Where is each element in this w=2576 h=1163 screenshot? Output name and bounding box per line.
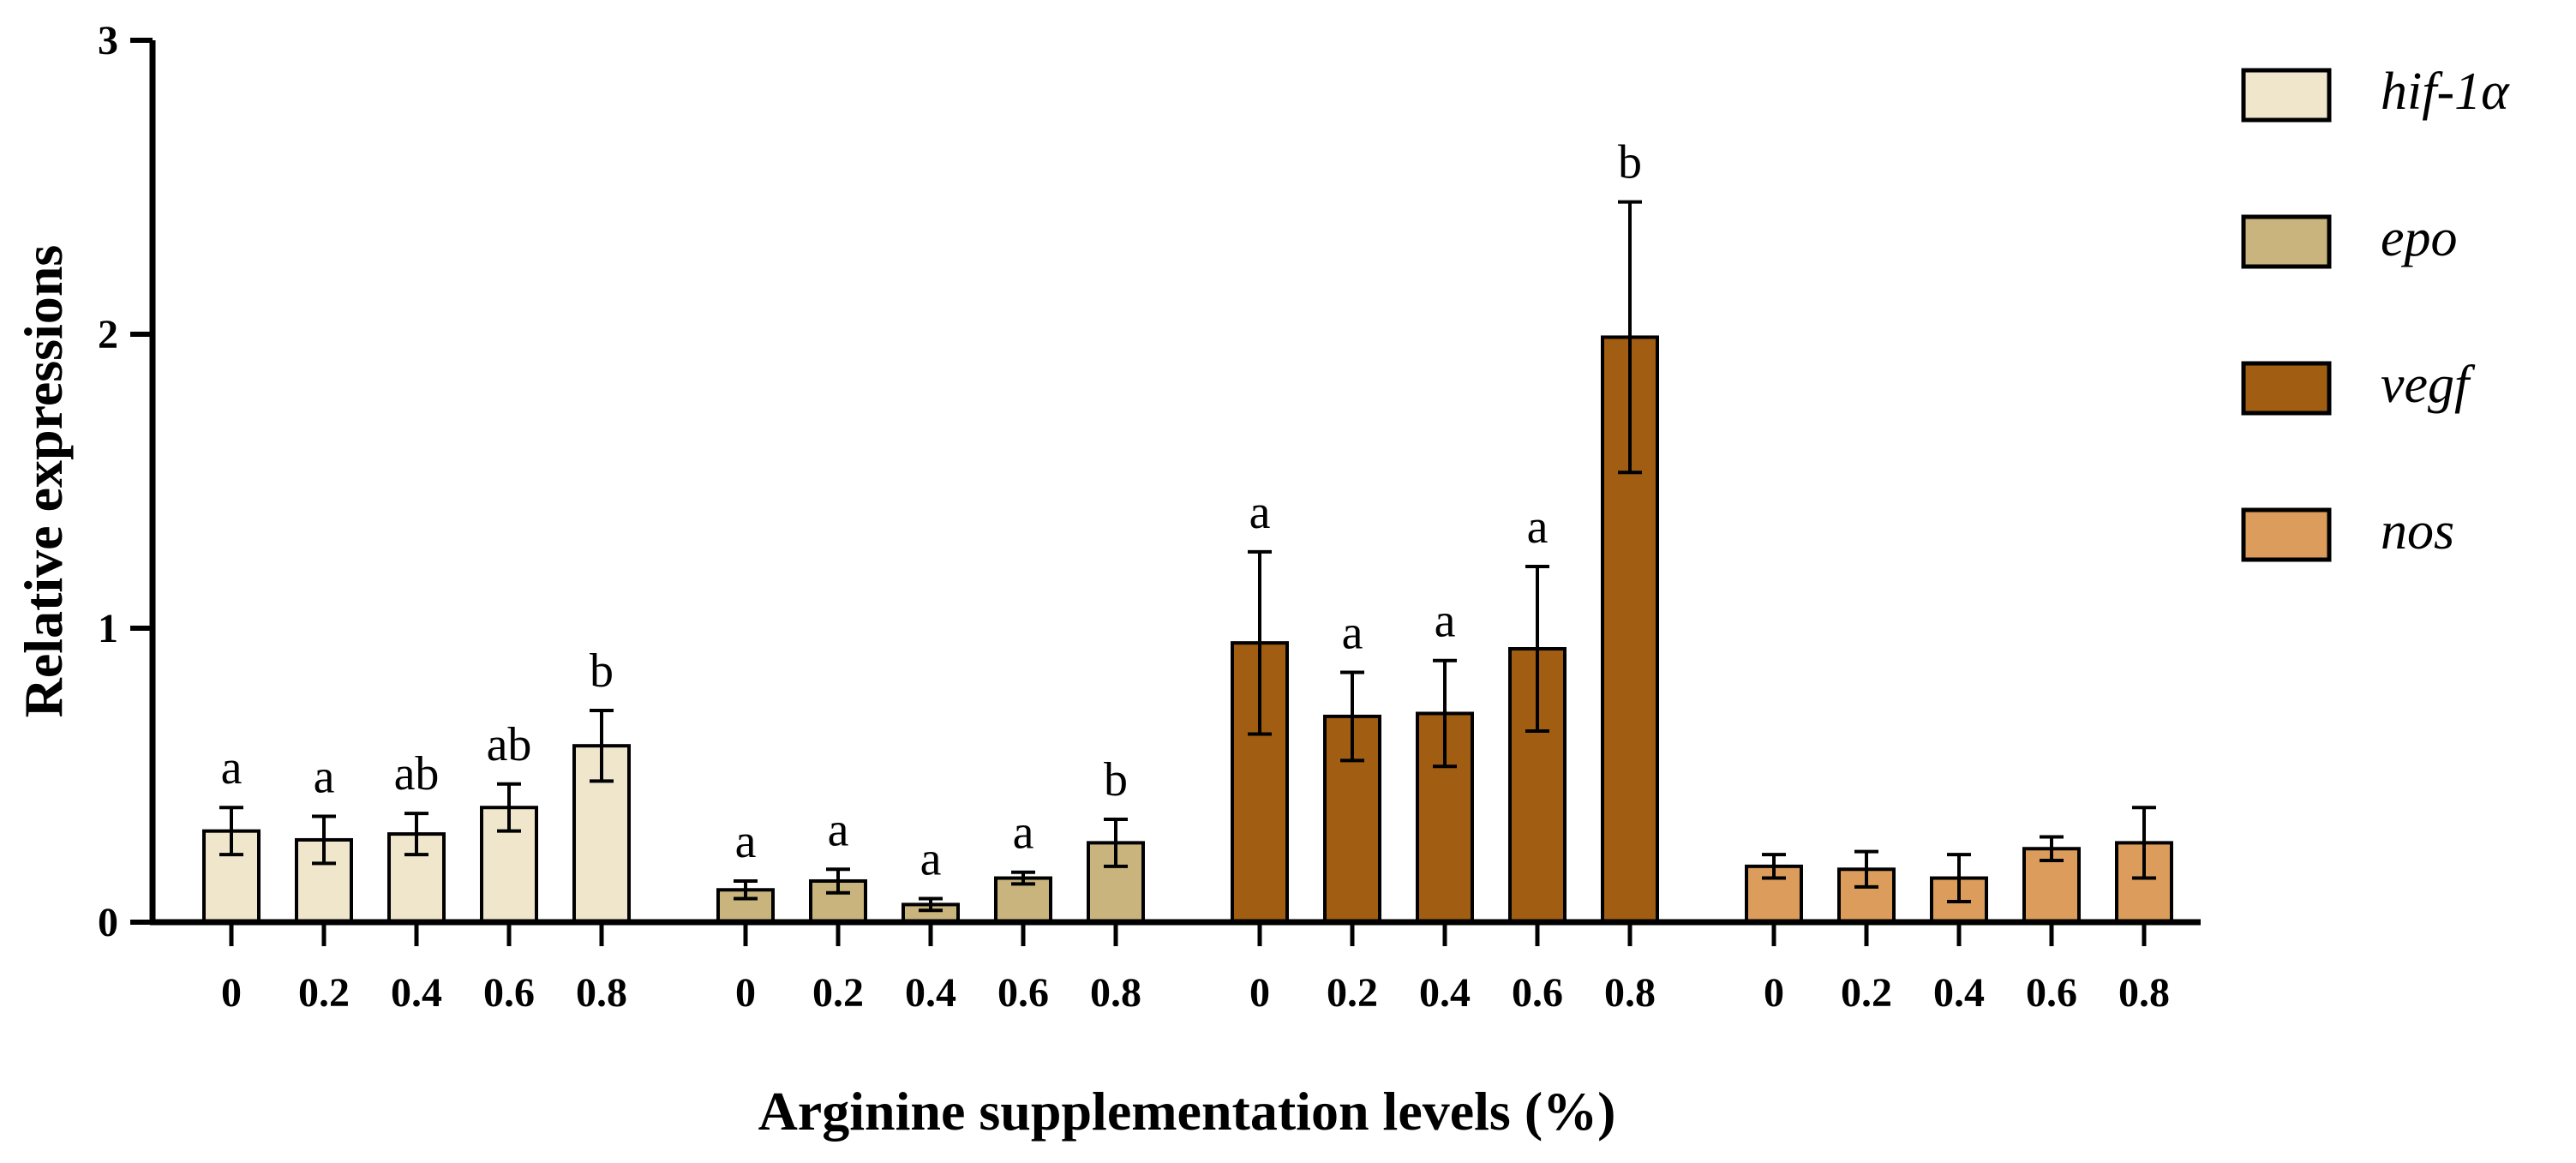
x-tick-label: 0.6 bbox=[2026, 970, 2077, 1016]
ticks-layer: 0 1 2 3 0 0.2 0.4 0.6 0.8 0 0.2 0.4 0.6 0.8 0 0.2 0.4 0.6… bbox=[98, 18, 2170, 1016]
significance-label: a bbox=[314, 751, 335, 804]
legend: hif-1α epo vegf nos bbox=[2241, 63, 2510, 562]
legend-swatch bbox=[2241, 507, 2332, 562]
significance-label: ab bbox=[487, 718, 532, 771]
x-tick-label: 0 bbox=[1764, 970, 1784, 1016]
x-tick-label: 0.2 bbox=[1327, 970, 1378, 1016]
significance-label: b bbox=[590, 644, 614, 698]
series-group bbox=[1745, 806, 2173, 925]
x-tick-label: 0.6 bbox=[483, 970, 535, 1016]
x-tick-label: 0.2 bbox=[1841, 970, 1892, 1016]
significance-label: b bbox=[1104, 753, 1128, 806]
legend-swatch bbox=[2241, 68, 2332, 123]
legend-label: epo bbox=[2381, 209, 2458, 267]
legend-swatch bbox=[2241, 361, 2332, 416]
y-axis-title: Relative expressions bbox=[13, 245, 74, 718]
x-tick-label: 0.8 bbox=[2118, 970, 2170, 1016]
legend-swatch bbox=[2241, 214, 2332, 269]
legend-item: vegf bbox=[2241, 356, 2476, 416]
axes-layer bbox=[149, 40, 2201, 926]
x-tick-label: 0.4 bbox=[905, 970, 956, 1016]
x-tick-label: 0.2 bbox=[812, 970, 864, 1016]
significance-label: a bbox=[1013, 806, 1034, 860]
significance-label: a bbox=[1435, 595, 1456, 648]
significance-label: b bbox=[1618, 136, 1642, 189]
legend-label: nos bbox=[2381, 502, 2454, 561]
x-axis-title: Arginine supplementation levels (%) bbox=[758, 1081, 1616, 1142]
series-group: a a a a b bbox=[1231, 136, 1659, 925]
x-tick-label: 0.2 bbox=[298, 970, 350, 1016]
legend-label: vegf bbox=[2381, 356, 2476, 414]
significance-label: a bbox=[735, 815, 757, 868]
x-tick-label: 0.8 bbox=[1090, 970, 1141, 1016]
legend-item: nos bbox=[2241, 502, 2454, 562]
significance-label: a bbox=[1249, 486, 1271, 539]
x-tick-label: 0.8 bbox=[1604, 970, 1656, 1016]
x-tick-label: 0 bbox=[1249, 970, 1270, 1016]
significance-label: a bbox=[1342, 606, 1363, 659]
series-group: a a a a b bbox=[716, 753, 1145, 925]
significance-label: a bbox=[828, 803, 849, 856]
legend-label: hif-1α bbox=[2381, 63, 2510, 121]
significance-label: ab bbox=[394, 747, 440, 800]
y-tick-label: 3 bbox=[98, 18, 118, 63]
legend-item: epo bbox=[2241, 209, 2458, 269]
x-tick-label: 0 bbox=[735, 970, 756, 1016]
x-tick-label: 0 bbox=[221, 970, 242, 1016]
x-tick-label: 0.6 bbox=[1512, 970, 1563, 1016]
x-tick-label: 0.4 bbox=[391, 970, 442, 1016]
x-tick-label: 0.6 bbox=[997, 970, 1049, 1016]
x-tick-label: 0.4 bbox=[1933, 970, 1985, 1016]
legend-item: hif-1α bbox=[2241, 63, 2510, 123]
y-tick-label: 2 bbox=[98, 312, 118, 357]
y-tick-label: 1 bbox=[98, 606, 118, 651]
significance-label: a bbox=[920, 833, 942, 886]
significance-label: a bbox=[1527, 501, 1549, 554]
significance-label: a bbox=[221, 741, 243, 794]
y-tick-label: 0 bbox=[98, 900, 118, 945]
x-tick-label: 0.4 bbox=[1419, 970, 1471, 1016]
x-tick-label: 0.8 bbox=[576, 970, 627, 1016]
